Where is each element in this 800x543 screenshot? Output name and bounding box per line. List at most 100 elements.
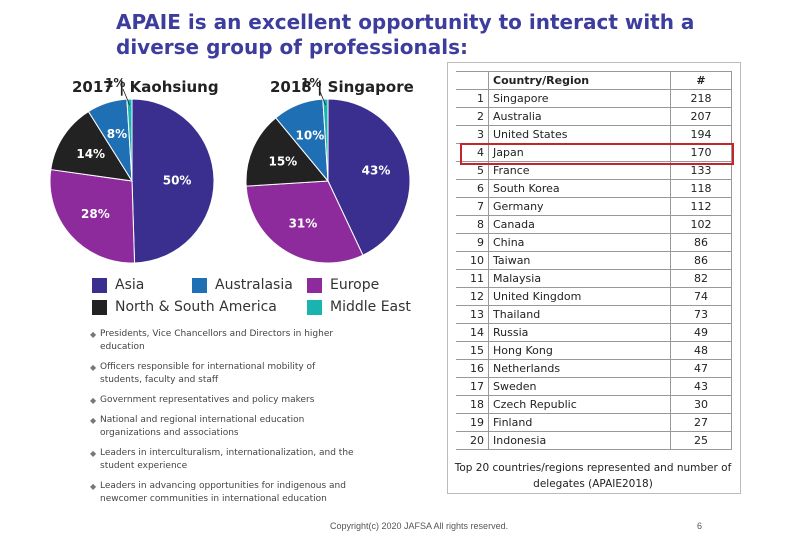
pie-value-label: 1%: [301, 76, 321, 90]
delegates-table-panel: Country/Region # 1 Singapore 218 2 Australia…: [447, 62, 741, 494]
country-cell: United States: [488, 125, 671, 144]
table-row: 10 Taiwan 86: [456, 251, 732, 270]
rank-cell: 13: [456, 305, 489, 324]
bullet-icon: ◆: [90, 396, 97, 405]
country-cell: Australia: [488, 107, 671, 126]
table-caption: Top 20 countries/regions represented and…: [454, 462, 732, 490]
legend-item-australasia: Australasia: [192, 277, 307, 293]
country-cell: Russia: [488, 323, 671, 342]
legend-swatch: [92, 299, 107, 315]
table-row: 17 Sweden 43: [456, 377, 732, 396]
pie-title-2017: 2017 | Kaohsiung: [72, 78, 219, 96]
country-cell: Germany: [488, 197, 671, 216]
legend-label: Australasia: [215, 277, 293, 293]
delegates-cell: 30: [670, 395, 732, 414]
pie-legend: Asia Australasia Europe North & South Am…: [92, 274, 412, 318]
pie-value-label: 50%: [163, 173, 192, 187]
bullet-item: ◆ Leaders in interculturalism, internatio…: [90, 448, 354, 471]
country-cell: Czech Republic: [488, 395, 671, 414]
delegates-cell: 112: [670, 197, 732, 216]
bullet-item: ◆ Government representatives and policy m…: [90, 395, 315, 405]
country-cell: Netherlands: [488, 359, 671, 378]
header-country: Country/Region: [488, 71, 671, 90]
country-cell: Indonesia: [488, 431, 671, 450]
rank-cell: 11: [456, 269, 489, 288]
delegates-cell: 82: [670, 269, 732, 288]
delegates-cell: 27: [670, 413, 732, 432]
pie-value-label: 8%: [107, 127, 127, 141]
table-row: 6 South Korea 118: [456, 179, 732, 198]
country-cell: France: [488, 161, 671, 180]
country-cell: China: [488, 233, 671, 252]
legend-label: Europe: [330, 277, 380, 293]
rank-cell: 1: [456, 89, 489, 108]
table-row: 13 Thailand 73: [456, 305, 732, 324]
rank-cell: 12: [456, 287, 489, 306]
bullet-item: ◆ Officers responsible for international …: [90, 362, 316, 385]
country-cell: Finland: [488, 413, 671, 432]
country-cell: Thailand: [488, 305, 671, 324]
bullet-icon: ◆: [90, 363, 97, 372]
legend-label: Middle East: [330, 299, 411, 315]
country-cell: Canada: [488, 215, 671, 234]
legend-item-europe: Europe: [307, 277, 379, 293]
pie-title-2018: 2018 | Singapore: [270, 78, 414, 96]
delegates-cell: 133: [670, 161, 732, 180]
table-row: 3 United States 194: [456, 125, 732, 144]
bullet-item: ◆ Leaders in advancing opportunities for …: [90, 481, 346, 504]
japan-highlight-box: [460, 143, 734, 165]
country-cell: Hong Kong: [488, 341, 671, 360]
pie-value-label: 28%: [81, 207, 110, 221]
table-row: 9 China 86: [456, 233, 732, 252]
delegates-cell: 207: [670, 107, 732, 126]
delegates-cell: 102: [670, 215, 732, 234]
rank-cell: 9: [456, 233, 489, 252]
table-row: 7 Germany 112: [456, 197, 732, 216]
delegates-cell: 194: [670, 125, 732, 144]
table-header-row: Country/Region #: [456, 71, 732, 90]
delegates-cell: 218: [670, 89, 732, 108]
rank-cell: 18: [456, 395, 489, 414]
pie-value-label: 15%: [268, 154, 297, 168]
pie-slice-asia: [131, 98, 215, 264]
country-cell: United Kingdom: [488, 287, 671, 306]
country-cell: Taiwan: [488, 251, 671, 270]
delegates-cell: 86: [670, 233, 732, 252]
pie-leader-line: [122, 88, 131, 106]
country-cell: Sweden: [488, 377, 671, 396]
delegates-table: Country/Region # 1 Singapore 218 2 Australia…: [456, 71, 732, 450]
rank-cell: 2: [456, 107, 489, 126]
rank-cell: 19: [456, 413, 489, 432]
copyright-footer: Copyright(c) 2020 JAFSA All rights reser…: [330, 521, 509, 531]
bullet-item: ◆ Presidents, Vice Chancellors and Direct…: [90, 329, 334, 352]
page-number: 6: [697, 521, 703, 531]
slide-title: APAIE is an excellent opportunity to int…: [116, 10, 695, 59]
pie-value-label: 10%: [296, 128, 325, 142]
table-row: 18 Czech Republic 30: [456, 395, 732, 414]
delegates-cell: 43: [670, 377, 732, 396]
legend-swatch: [307, 277, 322, 293]
pie-slice-asia: [327, 98, 411, 256]
pie-slice-north-south-america: [50, 110, 133, 182]
rank-cell: 7: [456, 197, 489, 216]
pie-value-label: 1%: [105, 76, 125, 90]
legend-swatch: [307, 299, 322, 315]
table-row: 11 Malaysia 82: [456, 269, 732, 288]
table-row: 2 Australia 207: [456, 107, 732, 126]
table-row: 8 Canada 102: [456, 215, 732, 234]
table-row: 12 United Kingdom 74: [456, 287, 732, 306]
table-row: 20 Indonesia 25: [456, 431, 732, 450]
legend-label: Asia: [115, 277, 145, 293]
table-row: 19 Finland 27: [456, 413, 732, 432]
delegates-cell: 86: [670, 251, 732, 270]
bullet-icon: ◆: [90, 449, 97, 458]
pie-slice-europe: [49, 168, 136, 264]
delegates-cell: 47: [670, 359, 732, 378]
legend-item-middle-east: Middle East: [307, 299, 411, 315]
delegates-cell: 25: [670, 431, 732, 450]
rank-cell: 10: [456, 251, 489, 270]
table-row: 15 Hong Kong 48: [456, 341, 732, 360]
pie-value-label: 14%: [76, 147, 105, 161]
table-row: 1 Singapore 218: [456, 89, 732, 108]
bullet-icon: ◆: [90, 482, 97, 491]
